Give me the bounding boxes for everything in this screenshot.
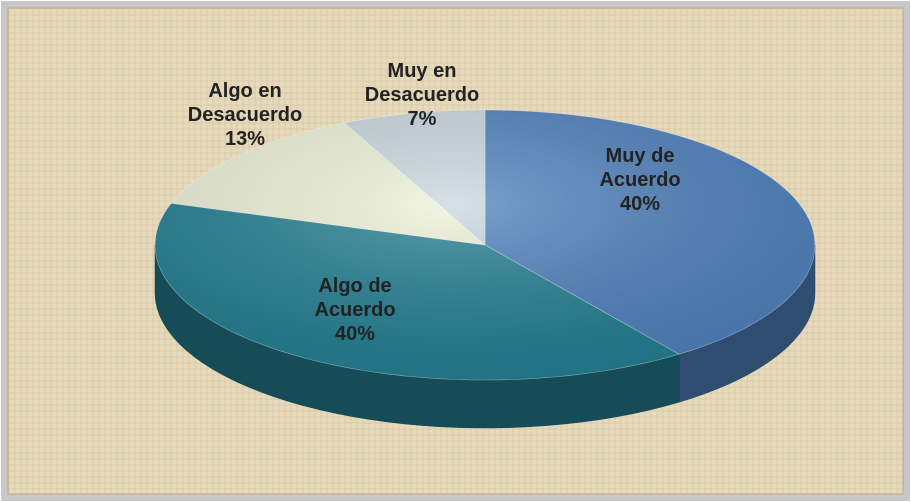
data-label: Algo en Desacuerdo 13% [183,79,308,151]
label-name: Algo de Acuerdo [314,275,396,321]
data-label: Algo de Acuerdo 40% [293,274,418,346]
data-label: Muy en Desacuerdo 7% [360,59,485,131]
label-name: Muy en Desacuerdo [364,60,480,106]
label-value: 40% [619,193,661,215]
label-value: 7% [407,108,437,130]
pie [154,109,816,429]
label-value: 13% [224,128,266,150]
data-label: Muy de Acuerdo 40% [578,144,703,216]
label-value: 40% [334,323,376,345]
label-name: Algo en Desacuerdo [187,80,303,126]
label-name: Muy de Acuerdo [599,145,681,191]
